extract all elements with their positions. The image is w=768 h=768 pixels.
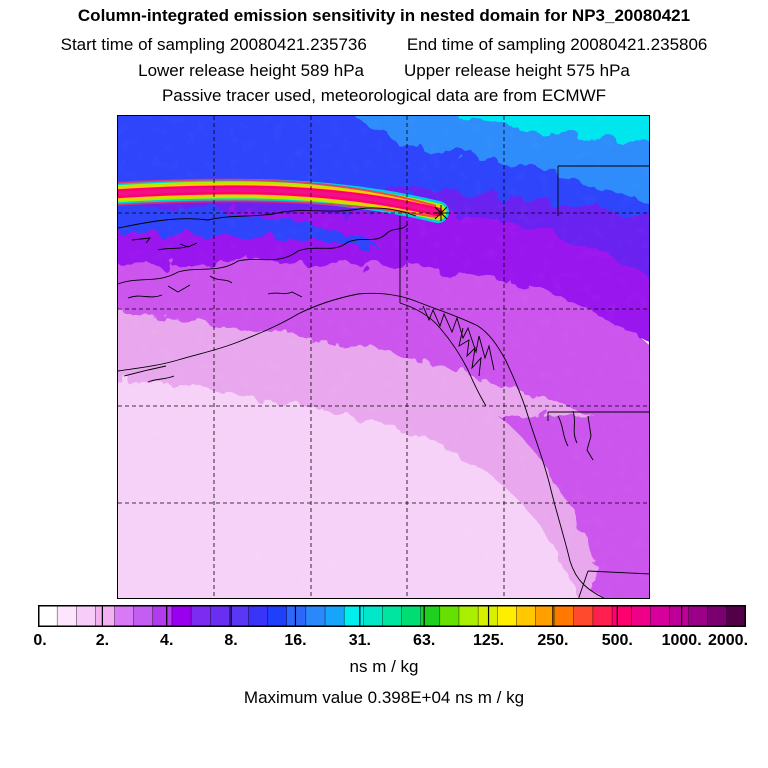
colorbar-cell bbox=[229, 605, 250, 627]
release-location-marker bbox=[433, 205, 449, 221]
colorbar-cell bbox=[171, 605, 192, 627]
colorbar-tick-label: 2000. bbox=[707, 632, 749, 649]
colorbar-cell bbox=[650, 605, 671, 627]
release-heights: Lower release height 589 hPa Upper releas… bbox=[0, 61, 768, 81]
colorbar-cell bbox=[497, 605, 518, 627]
colorbar-tick-label: 31. bbox=[348, 632, 371, 649]
start-time-label: Start time of sampling 20080421.235736 bbox=[60, 35, 367, 54]
lower-release-label: Lower release height 589 hPa bbox=[138, 61, 364, 80]
colorbar-cell bbox=[95, 605, 116, 627]
colorbar-tick-label: 16. bbox=[284, 632, 307, 649]
colorbar bbox=[38, 605, 746, 627]
plume-streak bbox=[118, 178, 449, 223]
colorbar-tick-label: 8. bbox=[224, 632, 238, 649]
colorbar-cell bbox=[669, 605, 690, 627]
colorbar-tick-label: 4. bbox=[160, 632, 174, 649]
end-time-label: End time of sampling 20080421.235806 bbox=[406, 35, 708, 54]
sensitivity-map bbox=[117, 115, 650, 599]
max-value-text: Maximum value 0.398E+04 ns m / kg bbox=[243, 688, 525, 707]
colorbar-cell bbox=[363, 605, 384, 627]
colorbar-tick-label: 1000. bbox=[661, 632, 702, 649]
colorbar-cell bbox=[726, 605, 746, 627]
colorbar-cell bbox=[516, 605, 537, 627]
colorbar-cell bbox=[343, 605, 365, 627]
upper-release-label: Upper release height 575 hPa bbox=[404, 61, 630, 80]
colorbar-cell bbox=[401, 605, 422, 627]
chart-title: Column-integrated emission sensitivity i… bbox=[77, 6, 691, 25]
colorbar-tick-label: 63. bbox=[413, 632, 436, 649]
colorbar-cell bbox=[133, 605, 154, 627]
coastlines bbox=[118, 207, 605, 598]
colorbar-unit-label: ns m / kg bbox=[349, 657, 419, 676]
colorbar-cell bbox=[56, 605, 78, 627]
colorbar-cell bbox=[267, 605, 288, 627]
colorbar-tick-label: 125. bbox=[472, 632, 505, 649]
colorbar-cell bbox=[286, 605, 307, 627]
tracer-note: Passive tracer used, meteorological data… bbox=[161, 86, 607, 105]
colorbar-cell bbox=[248, 605, 269, 627]
colorbar-cell bbox=[439, 605, 460, 627]
colorbar-cell bbox=[592, 605, 613, 627]
colorbar-cell bbox=[382, 605, 403, 627]
colorbar-cell bbox=[630, 605, 652, 627]
colorbar-cell bbox=[324, 605, 345, 627]
colorbar-cell bbox=[114, 605, 135, 627]
colorbar-cell bbox=[611, 605, 632, 627]
colorbar-cell bbox=[76, 605, 97, 627]
colorbar-frame bbox=[38, 605, 746, 627]
colorbar-cell bbox=[305, 605, 326, 627]
colorbar-cell bbox=[152, 605, 173, 627]
colorbar-cell bbox=[554, 605, 575, 627]
political-borders bbox=[399, 165, 649, 598]
colorbar-cell bbox=[210, 605, 231, 627]
colorbar-cell bbox=[573, 605, 594, 627]
colorbar-cell bbox=[707, 605, 728, 627]
colorbar-cell bbox=[688, 605, 709, 627]
colorbar-cell bbox=[458, 605, 479, 627]
colorbar-tick-label: 2. bbox=[95, 632, 110, 649]
colorbar-cell bbox=[190, 605, 212, 627]
sampling-times: Start time of sampling 20080421.235736 En… bbox=[0, 35, 768, 55]
colorbar-tick-label: 250. bbox=[537, 632, 569, 649]
graticule bbox=[118, 116, 649, 598]
colorbar-tick-label: 0. bbox=[33, 632, 47, 649]
colorbar-tick-label: 500. bbox=[601, 632, 633, 649]
colorbar-cell bbox=[38, 605, 58, 627]
colorbar-cell bbox=[535, 605, 556, 627]
